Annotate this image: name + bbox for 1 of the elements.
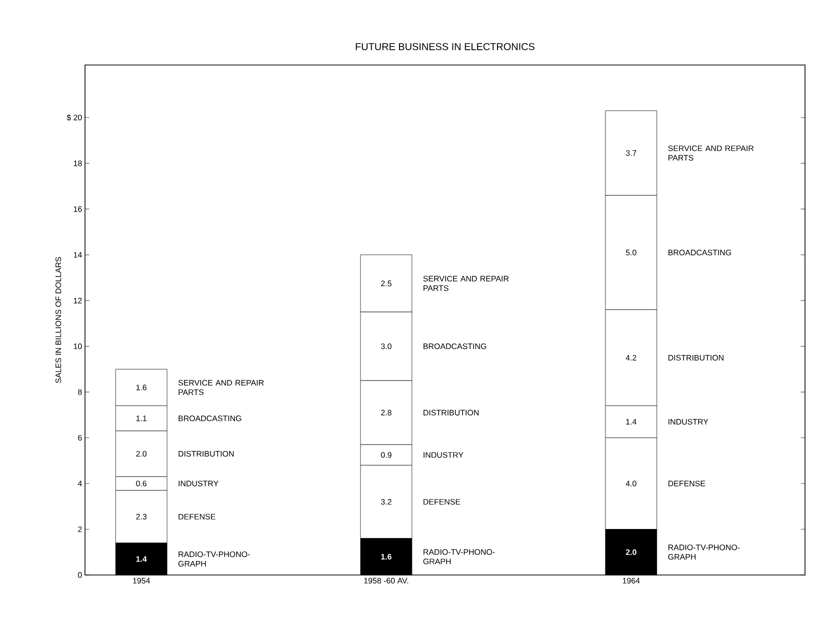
chart-title: FUTURE BUSINESS IN ELECTRONICS bbox=[356, 43, 534, 50]
